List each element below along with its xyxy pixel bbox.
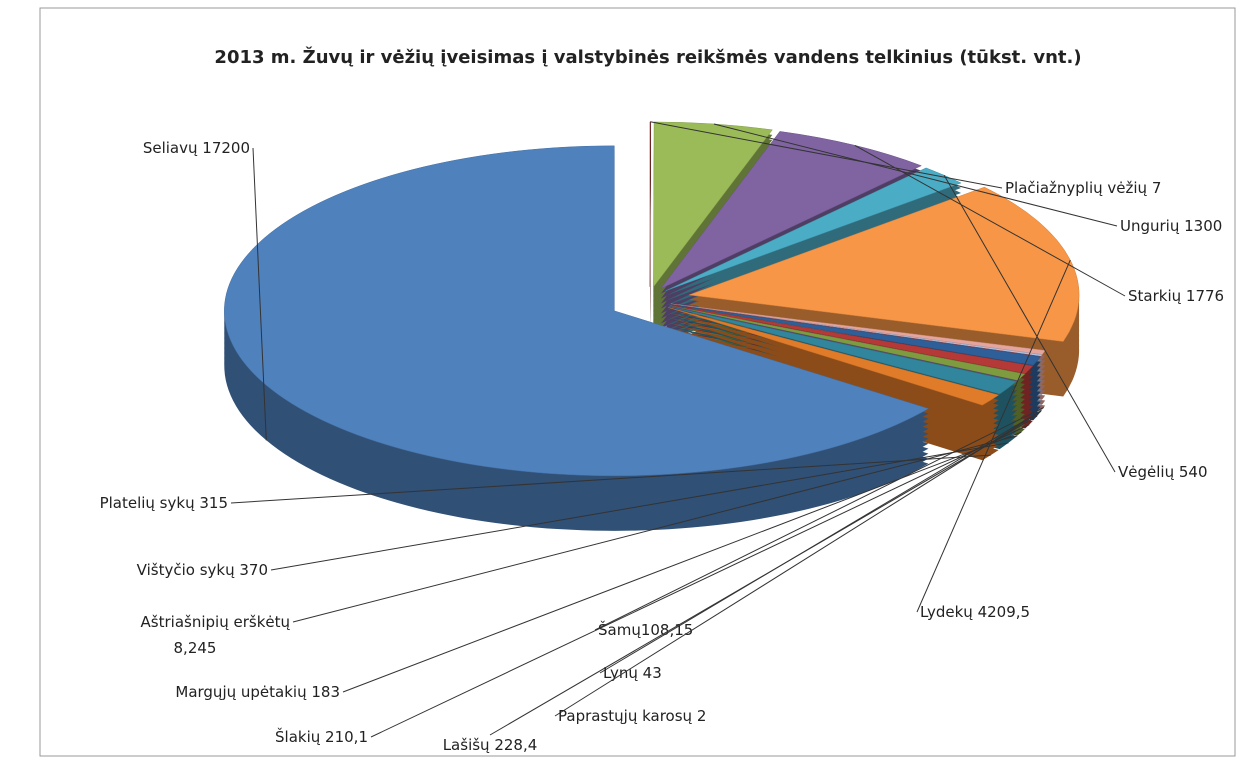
slice-side xyxy=(668,322,999,421)
slice-side xyxy=(668,312,999,411)
label-value: 228,4 xyxy=(494,736,537,754)
leader-line xyxy=(252,147,267,441)
label-category: Šamų xyxy=(598,620,641,639)
slice xyxy=(668,307,1000,406)
data-label: Ungurių 1300 xyxy=(1120,217,1222,235)
slice-side xyxy=(668,317,999,416)
slice xyxy=(660,131,922,289)
label-category: Vištyčio sykų xyxy=(137,561,235,579)
leader-line xyxy=(489,415,1038,736)
data-label: Vištyčio sykų 370 xyxy=(137,561,268,579)
label-value: 7 xyxy=(1152,179,1162,197)
data-label: Plačiažnyplių vėžių 7 xyxy=(1005,179,1161,197)
label-category: Aštriašnipių erškėtų xyxy=(141,613,291,631)
label-category: Vėgėlių xyxy=(1118,463,1175,481)
label-category: Ungurių xyxy=(1120,217,1180,235)
data-label: Lašišų 228,4 xyxy=(443,736,538,754)
leader-line xyxy=(230,454,991,504)
label-category: Platelių sykų xyxy=(100,494,196,512)
label-value: 370 xyxy=(239,561,268,579)
slice xyxy=(669,306,1018,395)
leader-line xyxy=(713,123,1118,227)
label-category: Lynų xyxy=(603,664,638,682)
chart-frame xyxy=(39,7,1236,757)
data-label: Paprastųjų karosų 2 xyxy=(558,707,706,725)
data-label: Platelių sykų 315 xyxy=(100,494,228,512)
data-label: Šlakių 210,1 xyxy=(275,727,368,746)
label-category: Paprastųjų karosų xyxy=(558,707,693,725)
label-category: Šlakių xyxy=(275,727,321,746)
label-value: 1776 xyxy=(1186,287,1224,305)
label-value: 8,245 xyxy=(174,639,217,657)
leader-line xyxy=(342,431,1022,693)
label-value: 108,15 xyxy=(641,621,694,639)
data-label: Margųjų upėtakių 183 xyxy=(175,683,340,701)
slice xyxy=(670,304,1042,366)
label-category: Starkių xyxy=(1128,287,1182,305)
slice-side xyxy=(668,327,999,426)
data-label: Aštriašnipių erškėtų 8,245 xyxy=(141,613,291,657)
leader-line xyxy=(650,121,1003,189)
leader-line xyxy=(292,435,1018,623)
label-value: 4209,5 xyxy=(978,603,1031,621)
label-value: 17200 xyxy=(202,139,250,157)
chart-title: 2013 m. Žuvų ir vėžių įveisimas į valsty… xyxy=(214,46,1081,68)
label-value: 540 xyxy=(1179,463,1208,481)
leader-line xyxy=(854,144,1126,297)
label-value: 315 xyxy=(199,494,228,512)
label-category: Margųjų upėtakių xyxy=(175,683,307,701)
label-value: 183 xyxy=(311,683,340,701)
label-category: Lašišų xyxy=(443,736,490,754)
leader-line xyxy=(554,411,1042,717)
label-category: Plačiažnyplių vėžių xyxy=(1005,179,1148,197)
label-value: 43 xyxy=(643,664,662,682)
label-category: Seliavų xyxy=(143,139,198,157)
label-value: 2 xyxy=(697,707,707,725)
slice xyxy=(670,303,1042,357)
label-category: Lydekų xyxy=(920,603,973,621)
leader-line xyxy=(594,407,1044,631)
label-value: 210,1 xyxy=(325,728,368,746)
slice xyxy=(665,167,962,291)
slice xyxy=(653,121,773,288)
data-label: Lydekų 4209,5 xyxy=(920,603,1030,621)
leader-line xyxy=(943,174,1116,473)
data-label: Vėgėlių 540 xyxy=(1118,463,1208,481)
data-label: Starkių 1776 xyxy=(1128,287,1224,305)
leader-line xyxy=(916,259,1071,613)
leader-line xyxy=(370,424,1030,738)
slice xyxy=(670,304,1034,374)
label-value: 1300 xyxy=(1184,217,1222,235)
leader-line xyxy=(270,442,1009,571)
slice xyxy=(224,145,930,477)
slice xyxy=(649,121,651,287)
data-label: Lynų 43 xyxy=(603,664,662,682)
slice xyxy=(689,186,1080,342)
data-label: Seliavų 17200 xyxy=(143,139,250,157)
